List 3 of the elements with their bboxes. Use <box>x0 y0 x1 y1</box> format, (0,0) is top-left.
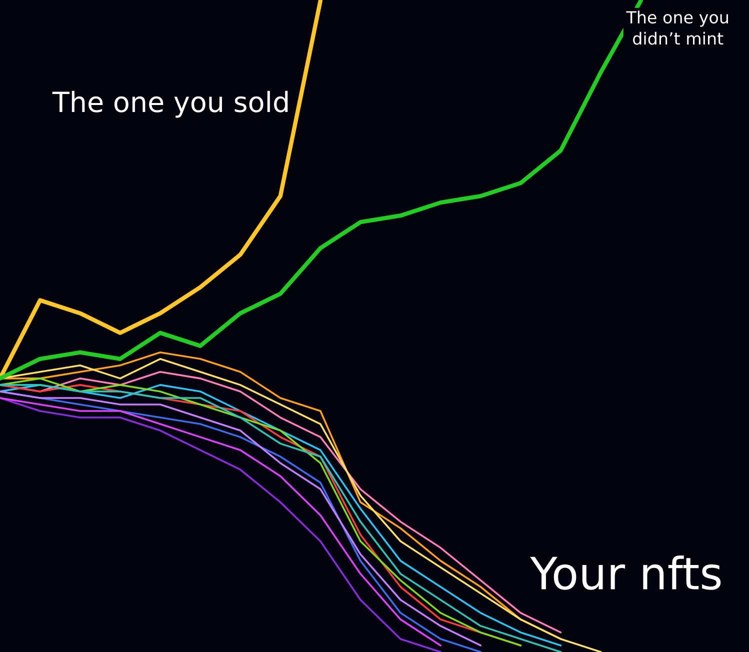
series-label: The one you sold <box>52 90 288 118</box>
series-label: The one you didn’t mint <box>626 10 728 45</box>
annotation: Your nfts <box>530 556 721 590</box>
